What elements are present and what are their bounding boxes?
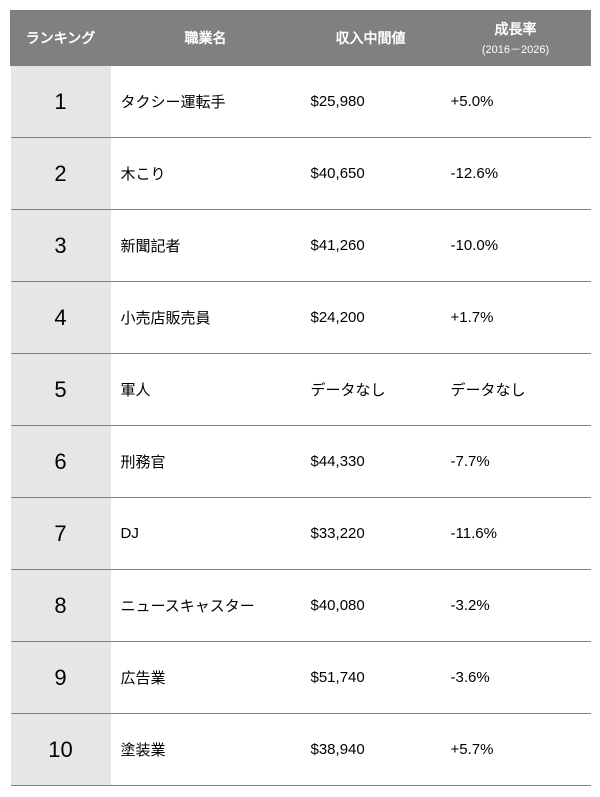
table-row: 10塗装業$38,940+5.7% <box>11 714 591 786</box>
cell-rank: 2 <box>11 138 111 210</box>
header-growth-sub: (2016－2026) <box>445 41 586 57</box>
cell-rank: 1 <box>11 66 111 138</box>
cell-income: $25,980 <box>301 66 441 138</box>
cell-occupation: DJ <box>111 498 301 570</box>
cell-rank: 5 <box>11 354 111 426</box>
cell-rank: 7 <box>11 498 111 570</box>
table-row: 6刑務官 $44,330-7.7% <box>11 426 591 498</box>
table-row: 7DJ$33,220-11.6% <box>11 498 591 570</box>
header-occupation: 職業名 <box>111 11 301 66</box>
cell-growth: -7.7% <box>441 426 591 498</box>
cell-rank: 10 <box>11 714 111 786</box>
cell-growth: +1.7% <box>441 282 591 354</box>
cell-rank: 6 <box>11 426 111 498</box>
cell-income: $44,330 <box>301 426 441 498</box>
cell-income: $38,940 <box>301 714 441 786</box>
cell-occupation: 新聞記者 <box>111 210 301 282</box>
cell-growth: +5.7% <box>441 714 591 786</box>
cell-rank: 8 <box>11 570 111 642</box>
cell-income: $51,740 <box>301 642 441 714</box>
cell-rank: 3 <box>11 210 111 282</box>
jobs-table: ランキング 職業名 収入中間値 成長率 (2016－2026) 1タクシー運転手… <box>10 10 591 786</box>
header-income: 収入中間値 <box>301 11 441 66</box>
header-growth-label: 成長率 <box>495 21 537 37</box>
cell-growth: データなし <box>441 354 591 426</box>
cell-rank: 4 <box>11 282 111 354</box>
cell-growth: -3.2% <box>441 570 591 642</box>
cell-occupation: ニュースキャスター <box>111 570 301 642</box>
table-row: 4小売店販売員$24,200+1.7% <box>11 282 591 354</box>
cell-growth: -3.6% <box>441 642 591 714</box>
table-row: 5軍人データなしデータなし <box>11 354 591 426</box>
cell-income: $41,260 <box>301 210 441 282</box>
cell-income: $40,080 <box>301 570 441 642</box>
cell-occupation: 軍人 <box>111 354 301 426</box>
header-rank: ランキング <box>11 11 111 66</box>
cell-income: $33,220 <box>301 498 441 570</box>
cell-occupation: タクシー運転手 <box>111 66 301 138</box>
cell-rank: 9 <box>11 642 111 714</box>
header-growth: 成長率 (2016－2026) <box>441 11 591 66</box>
cell-growth: -11.6% <box>441 498 591 570</box>
cell-income: データなし <box>301 354 441 426</box>
cell-occupation: 広告業 <box>111 642 301 714</box>
cell-occupation: 塗装業 <box>111 714 301 786</box>
table-row: 1タクシー運転手$25,980+5.0% <box>11 66 591 138</box>
table-row: 8ニュースキャスター$40,080 -3.2% <box>11 570 591 642</box>
cell-income: $24,200 <box>301 282 441 354</box>
table-row: 3新聞記者$41,260-10.0% <box>11 210 591 282</box>
cell-income: $40,650 <box>301 138 441 210</box>
table-header-row: ランキング 職業名 収入中間値 成長率 (2016－2026) <box>11 11 591 66</box>
table-row: 9広告業$51,740-3.6% <box>11 642 591 714</box>
cell-occupation: 刑務官 <box>111 426 301 498</box>
cell-occupation: 木こり <box>111 138 301 210</box>
cell-occupation: 小売店販売員 <box>111 282 301 354</box>
cell-growth: -12.6% <box>441 138 591 210</box>
cell-growth: +5.0% <box>441 66 591 138</box>
table-row: 2木こり$40,650-12.6% <box>11 138 591 210</box>
cell-growth: -10.0% <box>441 210 591 282</box>
